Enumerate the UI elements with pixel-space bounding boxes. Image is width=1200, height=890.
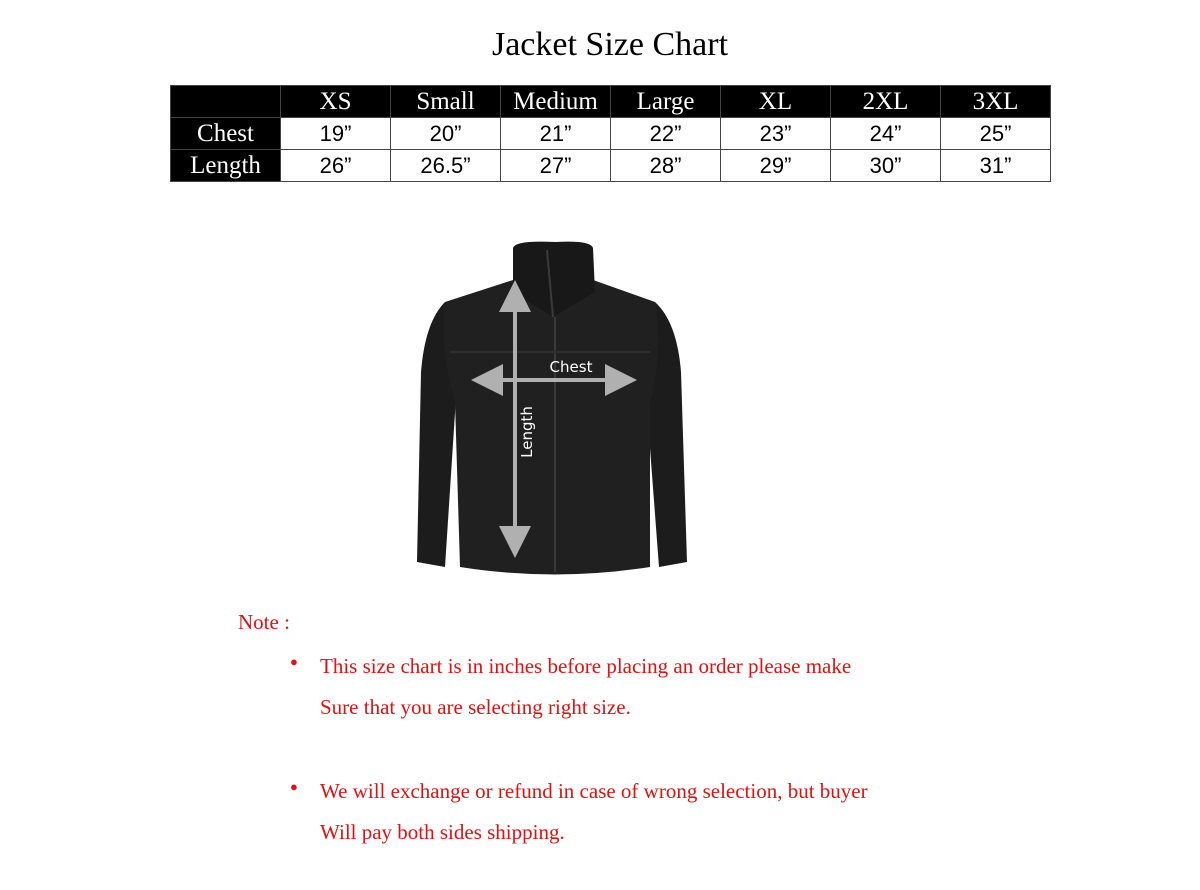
header-cell: XL [720,85,831,118]
page-title: Jacket Size Chart [491,26,729,63]
header-cell: XS [280,85,391,118]
note-line: Sure that you are selecting right size. [320,695,631,719]
table-header-row: XS Small Medium Large XL 2XL 3XL [170,85,1051,118]
table-cell: 28” [610,149,721,182]
note-item: We will exchange or refund in case of wr… [320,771,868,853]
header-cell [170,85,281,118]
row-label: Length [170,149,281,182]
size-table: XS Small Medium Large XL 2XL 3XL Chest 1… [170,85,1051,182]
note-line: This size chart is in inches before plac… [320,654,852,678]
header-cell: 3XL [940,85,1051,118]
table-row: Length 26” 26.5” 27” 28” 29” 30” 31” [170,149,1051,182]
header-cell: 2XL [830,85,941,118]
table-cell: 25” [940,117,1051,150]
table-cell: 21” [500,117,611,150]
length-label: Length [518,406,536,458]
note-item: This size chart is in inches before plac… [320,646,851,728]
table-cell: 19” [280,117,391,150]
chest-label: Chest [550,358,593,376]
note-line: Will pay both sides shipping. [320,820,565,844]
header-cell: Large [610,85,721,118]
bullet-icon: ● [290,779,298,794]
jacket-diagram: Chest Length [417,241,687,575]
table-cell: 23” [720,117,831,150]
bullet-icon: ● [290,654,298,669]
row-label: Chest [170,117,281,150]
table-cell: 26” [280,149,391,182]
table-cell: 24” [830,117,941,150]
jacket-icon [417,241,687,575]
note-heading: Note : [238,610,290,634]
note-line: We will exchange or refund in case of wr… [320,779,868,803]
table-cell: 27” [500,149,611,182]
table-cell: 31” [940,149,1051,182]
table-row: Chest 19” 20” 21” 22” 23” 24” 25” [170,117,1051,150]
header-cell: Small [390,85,501,118]
table-cell: 29” [720,149,831,182]
header-cell: Medium [500,85,611,118]
table-cell: 30” [830,149,941,182]
table-cell: 26.5” [390,149,501,182]
table-cell: 22” [610,117,721,150]
table-cell: 20” [390,117,501,150]
